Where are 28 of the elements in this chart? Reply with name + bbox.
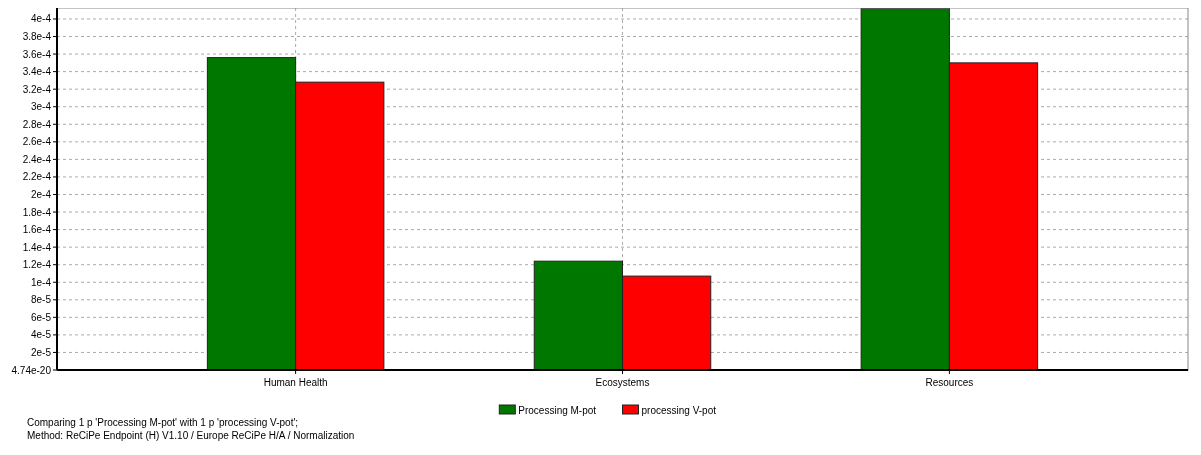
- y-tick-label: 2.6e-4: [22, 136, 52, 148]
- y-tick-label: 8e-5: [30, 294, 52, 306]
- y-tick-label: 2.2e-4: [22, 171, 52, 183]
- y-tick-label: 2.8e-4: [22, 118, 52, 130]
- y-tick-label: 2e-5: [30, 346, 52, 358]
- y-tick-label: 3.4e-4: [22, 66, 52, 78]
- y-tick-label: 6e-5: [30, 311, 52, 323]
- x-tick-label: Human Health: [263, 377, 328, 388]
- y-tick-label: 4.74e-20: [11, 364, 52, 376]
- y-tick-label: 3e-4: [30, 101, 52, 113]
- y-tick-label: 4e-5: [30, 329, 52, 341]
- legend-label: Processing M-pot: [518, 404, 597, 416]
- y-tick-label: 3.2e-4: [22, 83, 52, 95]
- y-tick-label: 2e-4: [30, 188, 52, 200]
- y-tick-label: 1.8e-4: [22, 206, 52, 218]
- y-tick-label: 2.4e-4: [22, 153, 52, 165]
- text: Method: ReCiPe Endpoint (H) V1.10 / Europe ReCiPe H/A / Normalization: [27, 430, 355, 441]
- text: Comparing 1 p 'Processing M-pot' with 1 p 'processing V-pot';: [27, 417, 299, 428]
- y-tick-label: 3.8e-4: [22, 31, 52, 43]
- x-tick-label: Ecosystems: [595, 377, 650, 388]
- y-tick-label: 1e-4: [30, 276, 52, 288]
- y-tick-label: 1.4e-4: [22, 241, 52, 253]
- y-tick-label: 1.2e-4: [22, 259, 52, 271]
- y-tick-label: 1.6e-4: [22, 224, 52, 236]
- y-tick-label: 4e-4: [30, 13, 52, 25]
- x-tick-label: Resources: [925, 377, 974, 388]
- y-tick-label: 3.6e-4: [22, 48, 52, 60]
- legend-label: processing V-pot: [641, 404, 717, 416]
